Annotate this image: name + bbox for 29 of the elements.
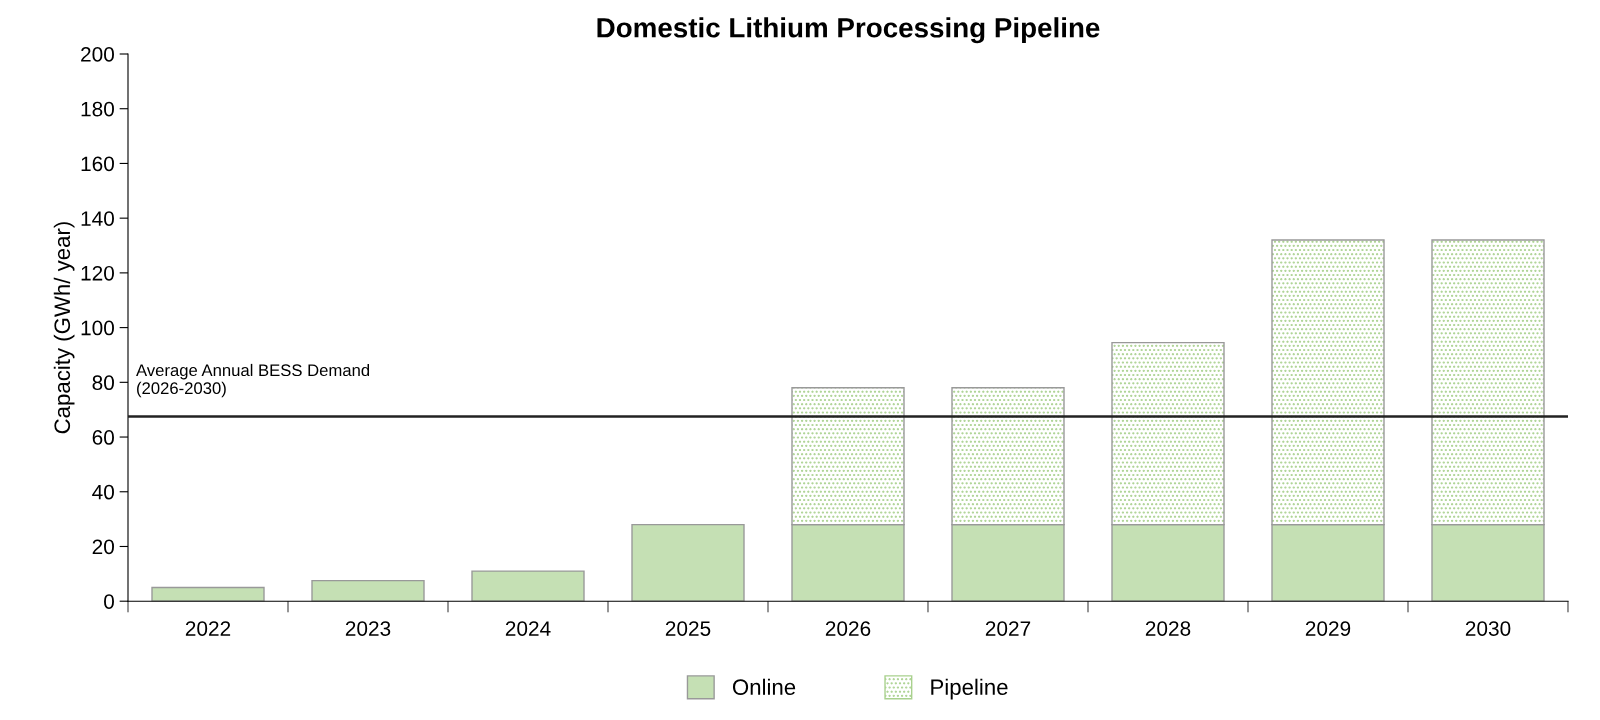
legend-label: Online — [732, 678, 796, 696]
y-tick-label: 200 — [81, 47, 114, 62]
legend-label: Pipeline — [931, 678, 1008, 700]
x-tick-label: 2026 — [825, 621, 871, 636]
y-tick-label: 100 — [81, 320, 114, 336]
y-axis-title: Capacity (GWh/ year) — [53, 222, 75, 434]
y-tick-label: 160 — [81, 156, 114, 172]
y-tick-label: 40 — [92, 484, 114, 500]
x-tick-label: 2030 — [1465, 621, 1511, 636]
x-tick-label: 2024 — [505, 621, 551, 636]
y-tick-label: 120 — [81, 265, 114, 281]
x-tick-label: 2023 — [345, 621, 391, 636]
bar — [631, 523, 745, 602]
y-tick-label: 140 — [81, 211, 114, 226]
x-tick-label: 2028 — [1145, 621, 1191, 636]
y-tick-label: 80 — [92, 375, 114, 391]
x-tick-label: 2029 — [1305, 621, 1351, 636]
chart-title: Domestic Lithium Processing Pipeline — [597, 17, 1100, 44]
bar — [311, 579, 425, 602]
y-tick-label: 60 — [92, 430, 114, 445]
x-tick-label: 2027 — [985, 621, 1031, 636]
ref-line-label: Average Annual BESS Demand (2026-2030) — [136, 363, 370, 398]
y-tick-label: 180 — [81, 101, 114, 117]
x-tick-label: 2022 — [185, 621, 231, 636]
y-tick-label: 20 — [92, 539, 114, 555]
bar — [471, 570, 585, 602]
x-tick-label: 2025 — [665, 621, 711, 636]
bar — [151, 586, 265, 602]
y-tick-label: 0 — [104, 594, 114, 609]
